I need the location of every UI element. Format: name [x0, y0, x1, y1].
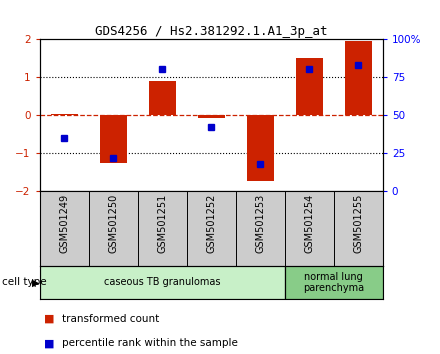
Text: ■: ■ — [44, 314, 55, 324]
Bar — [99, 115, 127, 162]
Text: ■: ■ — [44, 338, 55, 348]
Bar — [296, 58, 323, 115]
Text: transformed count: transformed count — [62, 314, 159, 324]
Bar — [51, 114, 77, 115]
Text: GSM501249: GSM501249 — [59, 193, 69, 252]
Title: GDS4256 / Hs2.381292.1.A1_3p_at: GDS4256 / Hs2.381292.1.A1_3p_at — [95, 25, 327, 38]
Bar — [40, 266, 285, 299]
Text: GSM501251: GSM501251 — [157, 193, 167, 253]
Bar — [345, 41, 372, 115]
Text: normal lung
parenchyma: normal lung parenchyma — [303, 272, 364, 293]
Text: caseous TB granulomas: caseous TB granulomas — [104, 277, 220, 287]
Bar — [149, 81, 176, 115]
Text: GSM501252: GSM501252 — [206, 193, 216, 253]
Bar — [198, 115, 225, 118]
Text: cell type: cell type — [2, 277, 47, 287]
Text: GSM501254: GSM501254 — [304, 193, 314, 253]
Bar — [247, 115, 274, 181]
Text: ▶: ▶ — [32, 277, 39, 287]
Bar — [285, 266, 383, 299]
Text: GSM501253: GSM501253 — [255, 193, 265, 253]
Text: GSM501255: GSM501255 — [353, 193, 363, 253]
Text: GSM501250: GSM501250 — [108, 193, 118, 253]
Text: percentile rank within the sample: percentile rank within the sample — [62, 338, 238, 348]
